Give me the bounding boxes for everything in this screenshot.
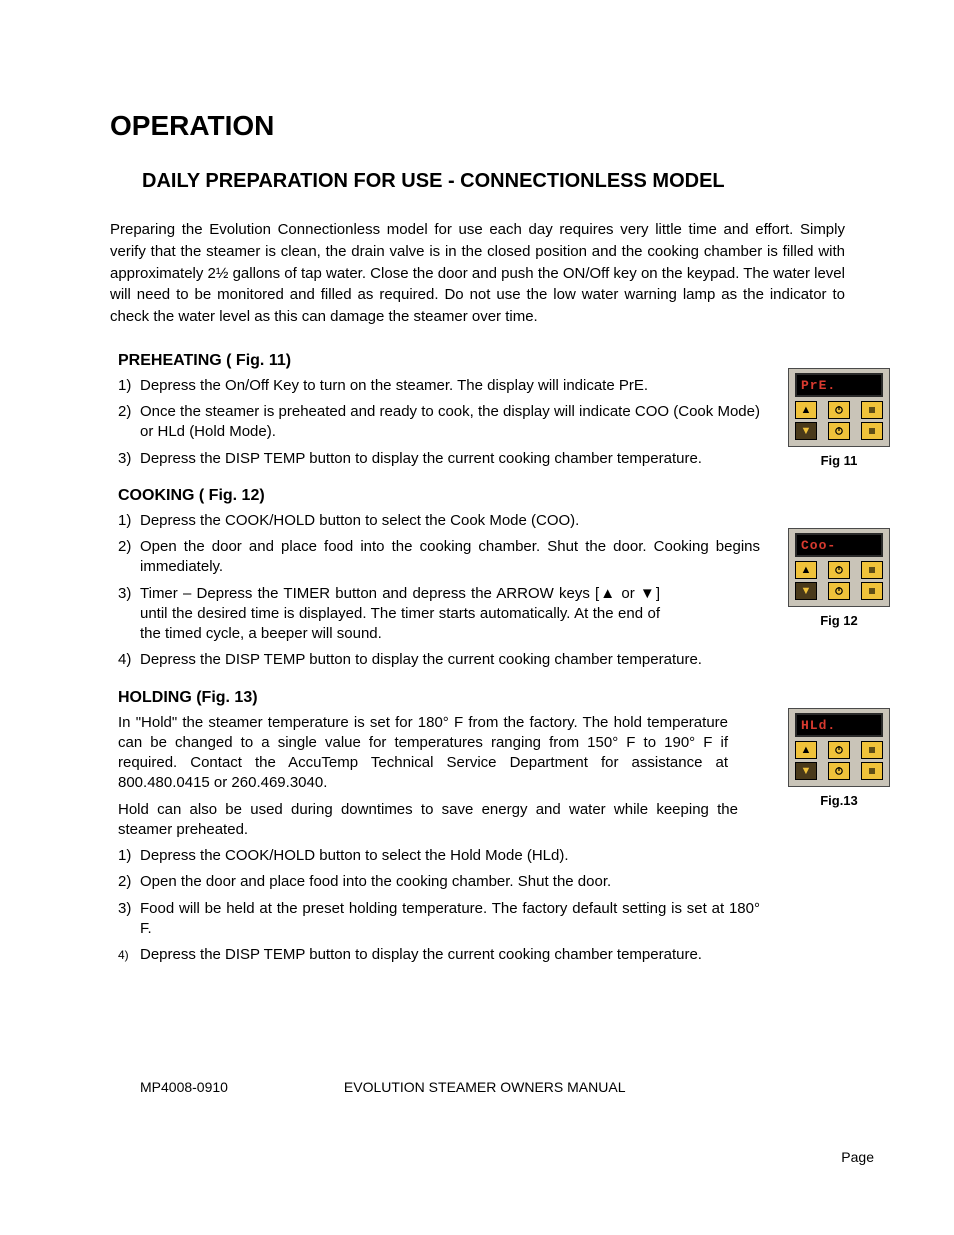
figure-column: PrE. ▲ ▼ Fig 11 Coo- [784, 368, 894, 868]
menu-button-2 [861, 762, 883, 780]
up-arrow-button: ▲ [795, 401, 817, 419]
step-text: Depress the DISP TEMP button to display … [140, 651, 702, 668]
preheating-steps: 1)Depress the On/Off Key to turn on the … [118, 376, 760, 469]
step-text: Open the door and place food into the co… [140, 873, 611, 890]
list-item: 2)Open the door and place food into the … [140, 872, 760, 892]
cooking-title: COOKING ( Fig. 12) [118, 487, 894, 505]
up-arrow-button: ▲ [795, 741, 817, 759]
display-box: PrE. [795, 373, 883, 397]
list-item: 3)Depress the DISP TEMP button to displa… [140, 449, 760, 469]
power-button-2 [828, 762, 850, 780]
button-row-top: ▲ [795, 741, 883, 759]
section-holding: HOLDING (Fig. 13) In "Hold" the steamer … [110, 689, 894, 966]
page: OPERATION DAILY PREPARATION FOR USE - CO… [0, 0, 954, 1235]
step-text: Food will be held at the preset holding … [140, 900, 760, 937]
list-item: 2)Open the door and place food into the … [140, 537, 760, 578]
list-item: 3)Food will be held at the preset holdin… [140, 899, 760, 940]
power-button-2 [828, 582, 850, 600]
cooking-steps: 1)Depress the COOK/HOLD button to select… [118, 511, 760, 671]
step-text: Depress the DISP TEMP button to display … [140, 946, 702, 963]
button-row-bottom: ▼ [795, 582, 883, 600]
down-arrow-button: ▼ [795, 762, 817, 780]
power-button [828, 741, 850, 759]
step-text: Open the door and place food into the co… [140, 538, 760, 575]
heading-daily-prep: DAILY PREPARATION FOR USE - CONNECTIONLE… [142, 170, 894, 193]
button-row-top: ▲ [795, 401, 883, 419]
figure-13: HLd. ▲ ▼ Fig.13 [784, 708, 894, 808]
list-item: 1)Depress the COOK/HOLD button to select… [140, 511, 760, 531]
holding-body-2: Hold can also be used during downtimes t… [118, 800, 738, 841]
page-number-label: Page [841, 1149, 874, 1165]
intro-paragraph: Preparing the Evolution Connectionless m… [110, 219, 845, 328]
power-button [828, 561, 850, 579]
preheating-title: PREHEATING ( Fig. 11) [118, 352, 894, 370]
display-text: PrE. [801, 378, 836, 393]
list-item: 2)Once the steamer is preheated and read… [140, 402, 760, 443]
menu-button [861, 561, 883, 579]
control-panel-fig11: PrE. ▲ ▼ [788, 368, 890, 447]
up-arrow-button: ▲ [795, 561, 817, 579]
doc-title: EVOLUTION STEAMER OWNERS MANUAL [344, 1079, 626, 1095]
menu-button-2 [861, 582, 883, 600]
control-panel-fig12: Coo- ▲ ▼ [788, 528, 890, 607]
list-item: 1)Depress the On/Off Key to turn on the … [140, 376, 760, 396]
figure-12-label: Fig 12 [784, 613, 894, 628]
menu-button-2 [861, 422, 883, 440]
step-text: Depress the COOK/HOLD button to select t… [140, 512, 579, 529]
button-row-bottom: ▼ [795, 422, 883, 440]
step-text: Depress the DISP TEMP button to display … [140, 450, 702, 467]
holding-steps: 1)Depress the COOK/HOLD button to select… [118, 846, 760, 965]
list-item: 3)Timer – Depress the TIMER button and d… [140, 584, 660, 645]
holding-body-1: In "Hold" the steamer temperature is set… [118, 713, 728, 794]
step-text: Timer – Depress the TIMER button and dep… [140, 585, 660, 643]
power-button [828, 401, 850, 419]
list-item: 4)Depress the DISP TEMP button to displa… [140, 650, 760, 670]
menu-button [861, 401, 883, 419]
button-row-top: ▲ [795, 561, 883, 579]
heading-operation: OPERATION [110, 110, 894, 142]
display-text: HLd. [801, 718, 836, 733]
section-cooking: COOKING ( Fig. 12) 1)Depress the COOK/HO… [110, 487, 894, 671]
down-arrow-button: ▼ [795, 582, 817, 600]
menu-button [861, 741, 883, 759]
footer: MP4008-0910 EVOLUTION STEAMER OWNERS MAN… [140, 1079, 840, 1095]
button-row-bottom: ▼ [795, 762, 883, 780]
step-text: Once the steamer is preheated and ready … [140, 403, 760, 440]
list-item: 1)Depress the COOK/HOLD button to select… [140, 846, 760, 866]
holding-title: HOLDING (Fig. 13) [118, 689, 894, 707]
step-text: Depress the On/Off Key to turn on the st… [140, 377, 648, 394]
figure-13-label: Fig.13 [784, 793, 894, 808]
control-panel-fig13: HLd. ▲ ▼ [788, 708, 890, 787]
display-box: HLd. [795, 713, 883, 737]
down-arrow-button: ▼ [795, 422, 817, 440]
figure-11-label: Fig 11 [784, 453, 894, 468]
step-text: Depress the COOK/HOLD button to select t… [140, 847, 569, 864]
figure-12: Coo- ▲ ▼ Fig 12 [784, 528, 894, 628]
list-item: 4)Depress the DISP TEMP button to displa… [140, 945, 760, 965]
display-box: Coo- [795, 533, 883, 557]
section-preheating: PREHEATING ( Fig. 11) 1)Depress the On/O… [110, 352, 894, 469]
display-text: Coo- [801, 538, 836, 553]
power-button-2 [828, 422, 850, 440]
figure-11: PrE. ▲ ▼ Fig 11 [784, 368, 894, 468]
doc-id: MP4008-0910 [140, 1079, 340, 1095]
